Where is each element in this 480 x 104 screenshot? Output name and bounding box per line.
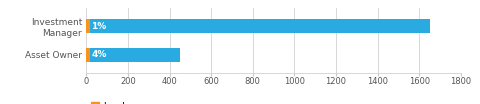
Bar: [86, 48, 180, 62]
Text: 1%: 1%: [91, 22, 107, 31]
Bar: [86, 19, 90, 33]
Bar: [86, 19, 430, 33]
Text: 4%: 4%: [92, 50, 107, 59]
Legend: Leaders: Leaders: [91, 102, 138, 104]
Bar: [86, 48, 90, 62]
